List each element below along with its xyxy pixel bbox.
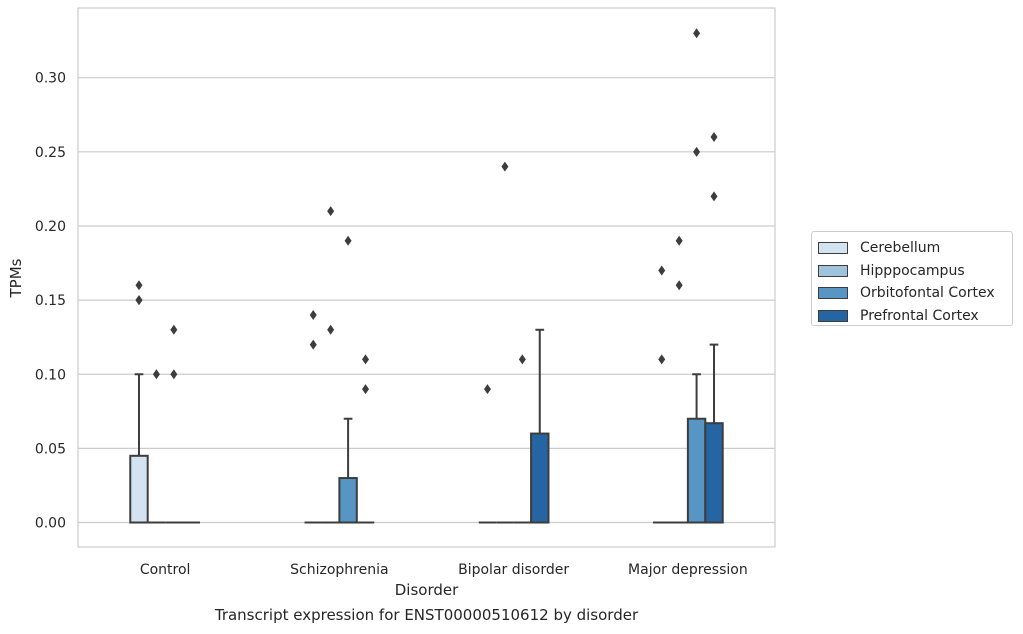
box-series xyxy=(129,328,724,524)
box-body xyxy=(704,422,724,524)
y-tick-label: 0.30 xyxy=(35,71,66,87)
legend-item-cerebellum: Cerebellum xyxy=(818,237,1012,260)
legend-swatch-hippocampus xyxy=(818,264,848,277)
outlier-marker xyxy=(327,206,335,217)
box-2-1 xyxy=(338,417,358,524)
outlier-marker xyxy=(501,161,509,172)
outlier-marker xyxy=(362,354,370,365)
x-tick-label: Schizophrenia xyxy=(290,562,388,578)
outlier-marker xyxy=(693,146,701,157)
y-tick-label: 0.10 xyxy=(35,367,66,383)
legend-swatch-cerebellum xyxy=(818,242,848,255)
legend-item-orbitofrontal-cortex: Orbitofontal Cortex xyxy=(818,282,1012,305)
legend-swatch-prefrontal-cortex xyxy=(818,310,848,323)
legend-label: Prefrontal Cortex xyxy=(860,308,979,325)
y-tick-labels: 0.00 0.05 0.10 0.15 0.20 0.25 0.30 xyxy=(35,71,66,532)
box-body xyxy=(686,417,707,524)
x-tick-labels: Control Schizophrenia Bipolar disorder Majo… xyxy=(140,562,748,578)
y-tick-label: 0.05 xyxy=(35,441,66,457)
legend-label: Cerebellum xyxy=(860,240,941,257)
x-tick-label: Bipolar disorder xyxy=(458,562,569,578)
box-3-2 xyxy=(530,328,550,524)
x-tick-label: Control xyxy=(140,562,191,578)
outlier-marker xyxy=(710,132,718,143)
x-tick-label: Major depression xyxy=(628,562,748,578)
legend-label: Hipppocampus xyxy=(860,262,965,279)
y-tick-label: 0.15 xyxy=(35,293,66,309)
box-0-0 xyxy=(129,373,149,524)
outlier-marker xyxy=(152,369,160,380)
outlier-marker xyxy=(135,280,143,291)
legend: Cerebellum Hipppocampus Orbitofontal Cor… xyxy=(811,231,1013,326)
box-body xyxy=(530,432,550,524)
outlier-marker xyxy=(675,235,683,246)
box-2-3 xyxy=(686,373,707,524)
outlier-marker xyxy=(170,324,178,335)
legend-swatch-orbitofrontal-cortex xyxy=(818,287,848,300)
legend-item-hippocampus: Hipppocampus xyxy=(818,260,1012,283)
y-tick-label: 0.20 xyxy=(35,219,66,235)
outlier-marker xyxy=(658,354,666,365)
legend-item-prefrontal-cortex: Prefrontal Cortex xyxy=(818,305,1012,328)
outlier-marker xyxy=(518,354,526,365)
y-axis-label: TPMs xyxy=(7,258,25,298)
plot-frame xyxy=(77,7,776,548)
y-tick-label: 0.00 xyxy=(35,516,66,532)
outlier-marker xyxy=(675,280,683,291)
gridlines xyxy=(78,77,775,524)
outlier-marker xyxy=(362,384,370,395)
outlier-markers xyxy=(135,28,718,395)
x-axis-label: Disorder xyxy=(395,581,459,599)
y-tick-label: 0.25 xyxy=(35,145,66,161)
outlier-marker xyxy=(710,191,718,202)
outlier-marker xyxy=(135,295,143,306)
outlier-marker xyxy=(658,265,666,276)
box-3-3 xyxy=(704,343,724,524)
outlier-marker xyxy=(309,309,317,320)
box-body xyxy=(129,454,149,524)
outlier-marker xyxy=(344,235,352,246)
box-body xyxy=(338,477,358,524)
chart-caption: Transcript expression for ENST0000051061… xyxy=(214,606,639,624)
outlier-marker xyxy=(170,369,178,380)
legend-label: Orbitofontal Cortex xyxy=(860,285,995,302)
outlier-marker xyxy=(327,324,335,335)
outlier-marker xyxy=(483,384,491,395)
outlier-marker xyxy=(309,339,317,350)
outlier-marker xyxy=(693,28,701,39)
